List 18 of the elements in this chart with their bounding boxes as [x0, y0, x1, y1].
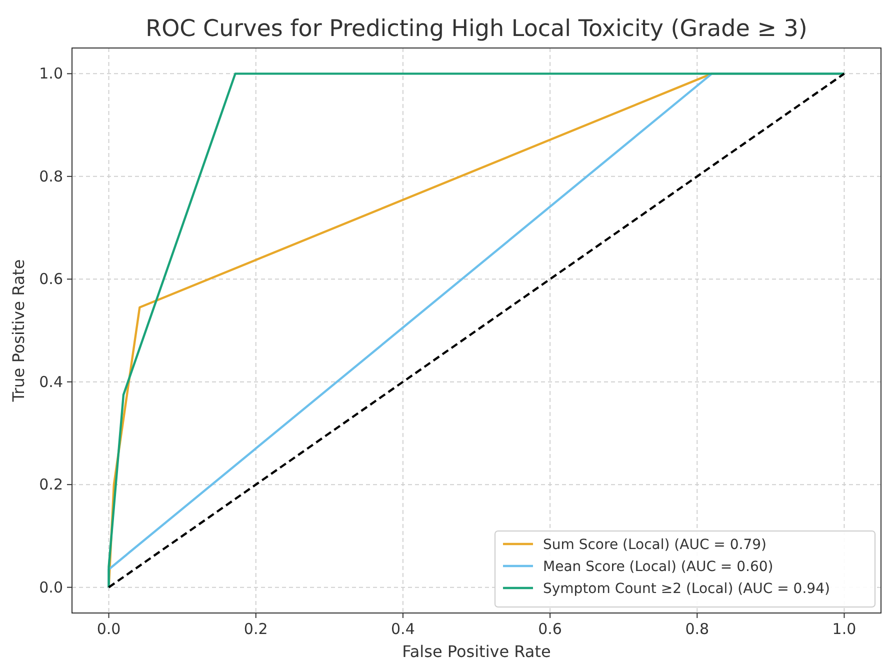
x-tick-label: 1.0 [832, 620, 856, 638]
y-tick-label: 0.2 [39, 476, 63, 494]
x-tick-label: 0.6 [538, 620, 562, 638]
y-tick-label: 0.8 [39, 167, 63, 186]
y-tick-label: 0.4 [39, 372, 63, 391]
x-tick-label: 0.0 [96, 620, 121, 638]
chart-title: ROC Curves for Predicting High Local Toxicity (Grade ≥ 3) [146, 16, 808, 42]
y-axis-title: True Positive Rate [9, 259, 28, 403]
y-tick-label: 0.0 [39, 578, 63, 596]
x-tick-label: 0.4 [391, 620, 415, 638]
y-tick-label: 1.0 [39, 64, 63, 83]
legend-label: Mean Score (Local) (AUC = 0.60) [543, 559, 774, 575]
x-axis-title: False Positive Rate [402, 642, 551, 661]
x-tick-label: 0.2 [244, 620, 268, 638]
legend-label: Symptom Count ≥2 (Local) (AUC = 0.94) [543, 581, 830, 597]
legend-label: Sum Score (Local) (AUC = 0.79) [543, 537, 766, 553]
x-tick-label: 0.8 [685, 620, 710, 638]
y-tick-label: 0.6 [39, 270, 63, 288]
